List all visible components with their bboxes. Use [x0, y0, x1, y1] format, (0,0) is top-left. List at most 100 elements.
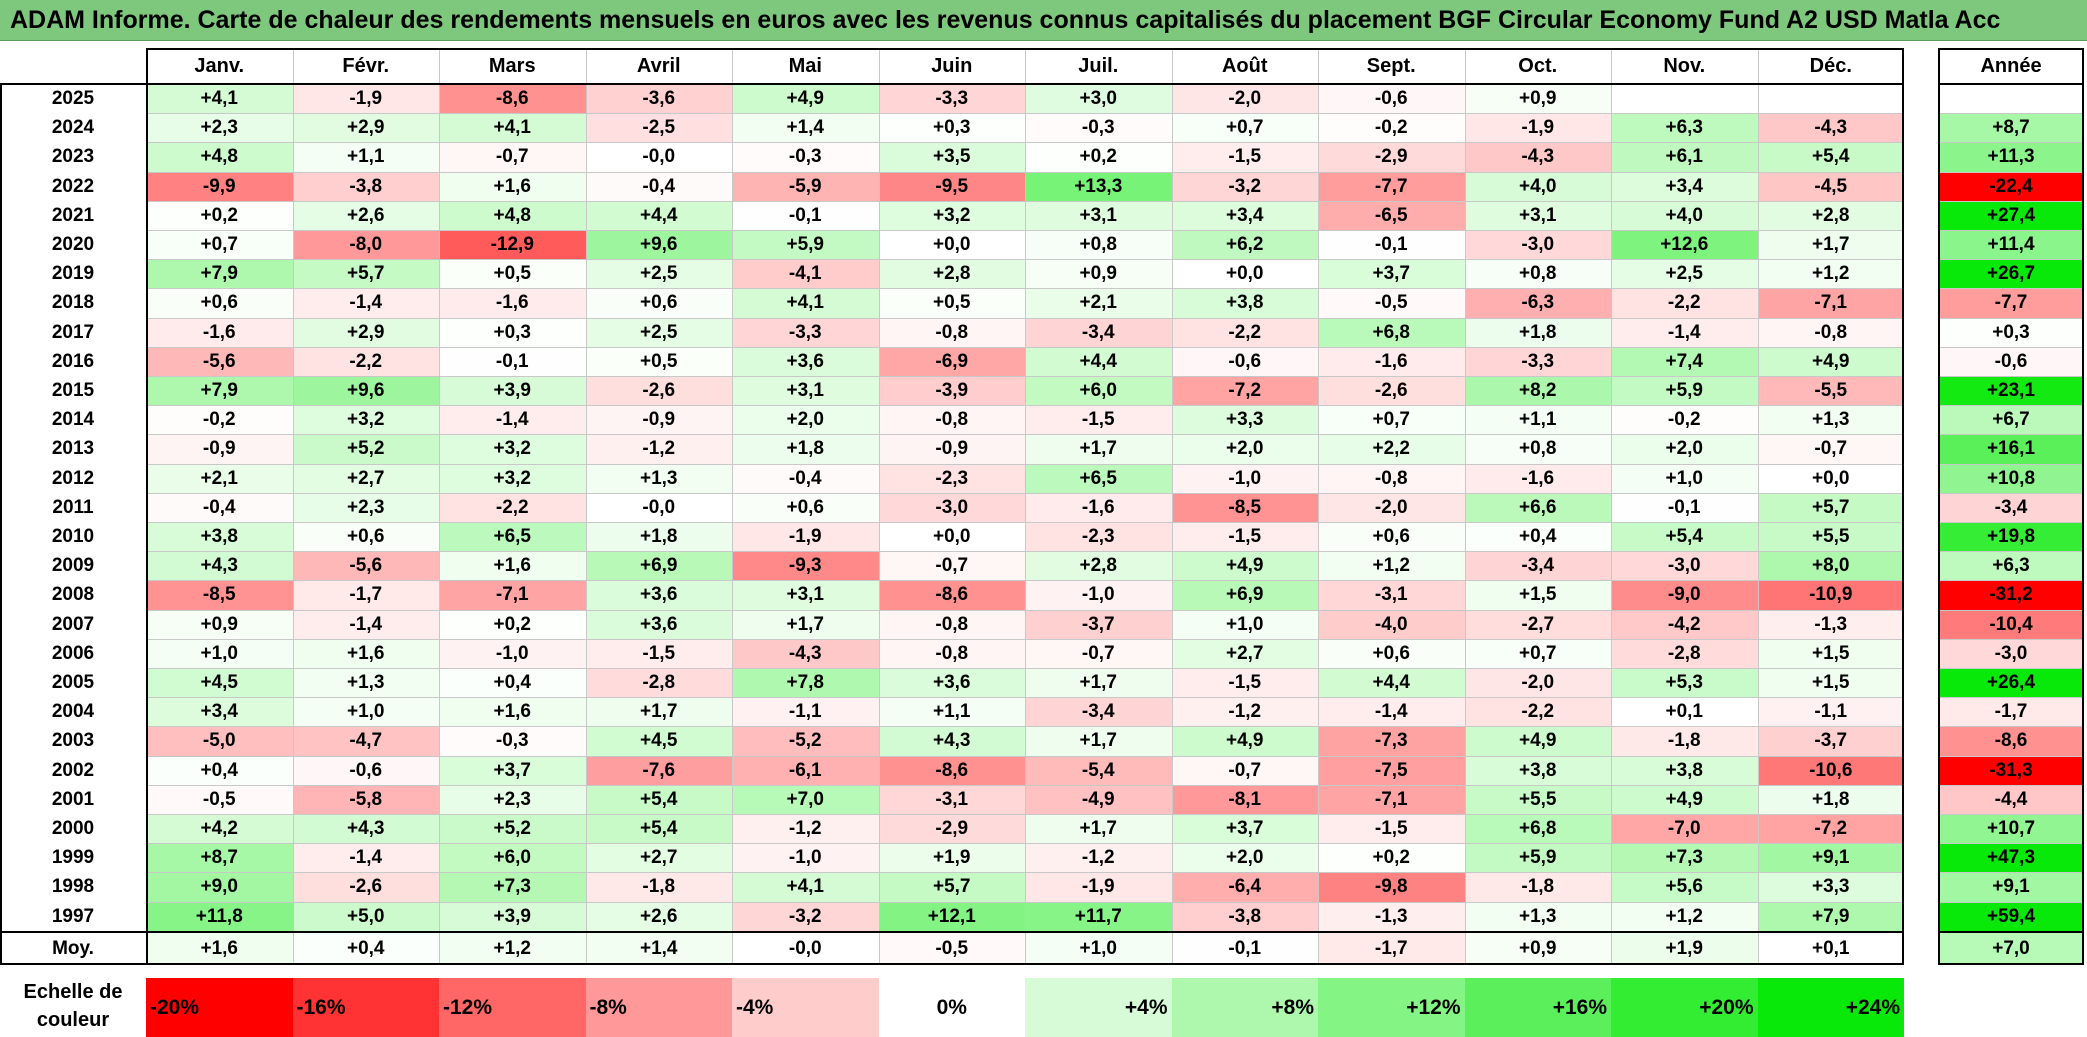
heatmap-cell: +8,2: [1464, 376, 1611, 406]
heatmap-cell: -2,7: [1464, 609, 1611, 639]
legend-swatch: -20%: [146, 978, 293, 1037]
heatmap-cell: +0,0: [1757, 463, 1904, 493]
annual-cell: -10,4: [1938, 609, 2084, 639]
heatmap-cell: +0,2: [1318, 843, 1465, 873]
heatmap-cell: +1,6: [439, 697, 586, 727]
year-label: 2010: [51, 526, 95, 547]
grid-row-line: [1938, 317, 2084, 319]
heatmap-cell: -6,5: [1318, 200, 1465, 230]
heatmap-cell: -5,8: [292, 784, 439, 814]
heatmap-cell: +4,9: [1757, 346, 1904, 376]
heatmap-cell: -1,6: [1464, 463, 1611, 493]
heatmap-cell: +4,1: [146, 84, 293, 114]
annual-cell: +59,4: [1938, 901, 2084, 931]
heatmap-cell: +5,2: [292, 434, 439, 464]
heatmap-cell: +0,6: [1318, 638, 1465, 668]
heatmap-cell: +2,8: [878, 259, 1025, 289]
heatmap-cell: +1,1: [878, 697, 1025, 727]
heatmap-cell: -0,1: [1611, 492, 1758, 522]
heatmap-cell: -0,7: [1757, 434, 1904, 464]
heatmap-cell: [1757, 84, 1904, 114]
heatmap-cell: +6,5: [439, 522, 586, 552]
heatmap-cell: +3,9: [439, 376, 586, 406]
avg-cell: +0,4: [292, 932, 439, 965]
heatmap-cell: -3,3: [878, 84, 1025, 114]
heatmap-cell: -1,3: [1757, 609, 1904, 639]
month-header: Mai: [788, 55, 822, 77]
heatmap-cell: +3,6: [585, 609, 732, 639]
heatmap-cell: +2,6: [292, 200, 439, 230]
heatmap-cell: +0,4: [146, 755, 293, 785]
heatmap-cell: +3,2: [878, 200, 1025, 230]
heatmap-cell: +3,2: [439, 434, 586, 464]
heatmap-cell: +4,9: [732, 84, 879, 114]
annual-cell: +19,8: [1938, 522, 2084, 552]
heatmap-cell: -4,3: [1757, 113, 1904, 143]
heatmap-cell: -7,7: [1318, 171, 1465, 201]
heatmap-cell: +4,4: [585, 200, 732, 230]
heatmap-cell: +0,8: [1025, 230, 1172, 260]
year-label: 2007: [51, 613, 95, 635]
annual-cell: +8,7: [1938, 113, 2084, 143]
annual-cell: +11,4: [1938, 230, 2084, 260]
legend-label: Echelle de couleur: [23, 981, 123, 1031]
heatmap-cell: +2,3: [439, 784, 586, 814]
heatmap-cell: -0,6: [1171, 346, 1318, 376]
heatmap-cell: +4,9: [1611, 784, 1758, 814]
heatmap-cell: -1,2: [585, 434, 732, 464]
heatmap-cell: -4,5: [1757, 171, 1904, 201]
grid-row-line: [1938, 434, 2084, 436]
heatmap-cell: +9,1: [1757, 843, 1904, 873]
annual-cell: +0,3: [1938, 317, 2084, 347]
grid-col-line: [878, 48, 880, 965]
heatmap-cell: +1,0: [146, 638, 293, 668]
year-label: 2023: [51, 146, 95, 168]
year-label: 2019: [51, 263, 95, 285]
heatmap-cell: +4,5: [146, 668, 293, 698]
heatmap-cell: +0,3: [878, 113, 1025, 143]
heatmap-cell: +4,3: [146, 551, 293, 581]
grid-row-line: [1938, 230, 2084, 231]
year-label: 2011: [52, 496, 94, 518]
heatmap-cell: +3,5: [878, 142, 1025, 172]
heatmap-cell: -1,0: [732, 843, 879, 873]
heatmap-cell: -5,9: [732, 171, 879, 201]
heatmap-cell: -0,8: [1318, 463, 1465, 493]
heatmap-cell: -2,2: [1611, 288, 1758, 318]
heatmap-cell: +2,7: [292, 463, 439, 493]
heatmap-cell: -1,4: [292, 843, 439, 873]
year-label: 1998: [51, 876, 95, 898]
heatmap-cell: -6,3: [1464, 288, 1611, 318]
heatmap-cell: +4,4: [1318, 668, 1465, 698]
heatmap-cell: +7,3: [439, 872, 586, 902]
heatmap-cell: +0,2: [1025, 142, 1172, 172]
annual-cell: +26,7: [1938, 259, 2084, 289]
grid-row-line: [1938, 522, 2084, 523]
heatmap-cell: +2,6: [585, 901, 732, 931]
avg-annual-cell: +7,0: [1938, 932, 2084, 965]
year-label: 2017: [51, 321, 95, 343]
annual-cell: +23,1: [1938, 376, 2084, 406]
heatmap-cell: +4,3: [292, 814, 439, 844]
year-label: 2012: [51, 467, 95, 489]
grid-row-line: [1938, 755, 2084, 757]
annual-cell: [1938, 84, 2084, 114]
heatmap-cell: +5,0: [292, 901, 439, 931]
legend-swatch: 0%: [878, 978, 1025, 1037]
heatmap-cell: +1,0: [1171, 609, 1318, 639]
heatmap-cell: +0,4: [1464, 522, 1611, 552]
month-header: Janv.: [194, 55, 245, 77]
heatmap-cell: -2,2: [439, 492, 586, 522]
heatmap-cell: -4,3: [1464, 142, 1611, 172]
heatmap-cell: +6,6: [1464, 492, 1611, 522]
heatmap-cell: -1,2: [732, 814, 879, 844]
annual-cell: +10,7: [1938, 814, 2084, 844]
avg-cell: +1,4: [585, 932, 732, 965]
year-label: 2014: [51, 409, 95, 431]
heatmap-cell: +0,0: [878, 522, 1025, 552]
year-label: 2000: [51, 818, 95, 839]
heatmap-cell: -2,3: [878, 463, 1025, 493]
heatmap-cell: +0,6: [292, 522, 439, 552]
heatmap-cell: -0,9: [878, 434, 1025, 464]
month-header: Juin: [931, 55, 973, 77]
